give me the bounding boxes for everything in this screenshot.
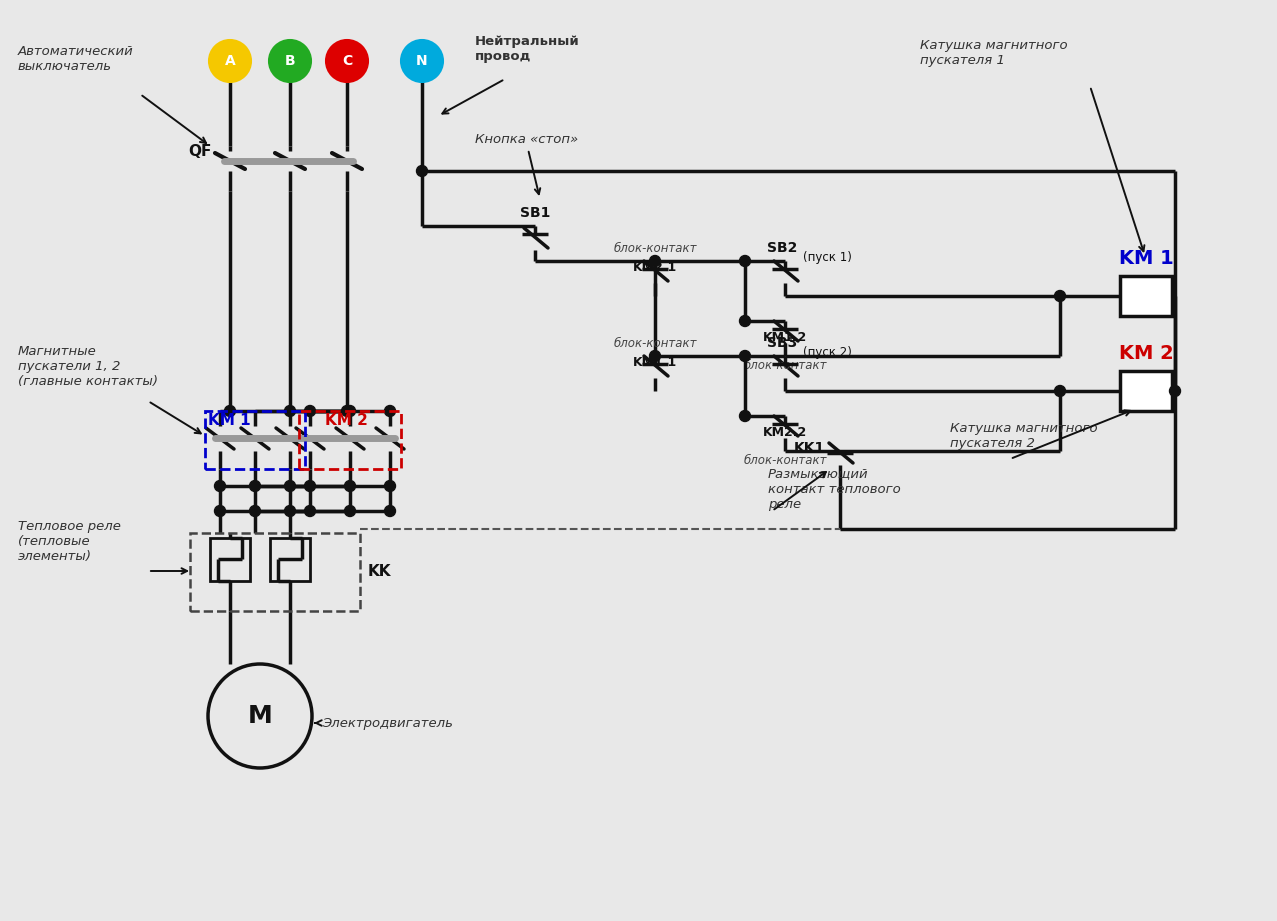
Circle shape bbox=[1055, 386, 1065, 397]
Text: KM 2: KM 2 bbox=[326, 413, 368, 428]
Circle shape bbox=[401, 40, 443, 82]
Circle shape bbox=[269, 40, 312, 82]
Text: KM1.1: KM1.1 bbox=[633, 356, 677, 369]
Circle shape bbox=[739, 316, 751, 327]
Circle shape bbox=[384, 506, 396, 517]
Circle shape bbox=[416, 166, 428, 177]
Text: KM 1: KM 1 bbox=[208, 413, 250, 428]
Text: KM2.1: KM2.1 bbox=[633, 261, 677, 274]
Circle shape bbox=[326, 40, 368, 82]
Circle shape bbox=[345, 506, 355, 517]
Circle shape bbox=[285, 506, 295, 517]
Text: SB1: SB1 bbox=[520, 206, 550, 220]
Circle shape bbox=[345, 481, 355, 492]
Circle shape bbox=[285, 481, 295, 492]
Circle shape bbox=[341, 405, 352, 416]
Circle shape bbox=[215, 481, 226, 492]
Circle shape bbox=[1170, 386, 1180, 397]
Text: Размыкающий
контакт теплового
реле: Размыкающий контакт теплового реле bbox=[767, 468, 900, 510]
Text: Магнитные
пускатели 1, 2
(главные контакты): Магнитные пускатели 1, 2 (главные контак… bbox=[18, 344, 158, 388]
Text: блок-контакт: блок-контакт bbox=[743, 454, 826, 467]
Circle shape bbox=[304, 506, 315, 517]
Text: Автоматический
выключатель: Автоматический выключатель bbox=[18, 45, 134, 73]
Circle shape bbox=[1055, 290, 1065, 301]
Text: A: A bbox=[225, 54, 235, 68]
Circle shape bbox=[345, 405, 355, 416]
Circle shape bbox=[215, 506, 226, 517]
Text: Катушка магнитного
пускателя 1: Катушка магнитного пускателя 1 bbox=[919, 39, 1068, 67]
Bar bbox=[209, 538, 250, 581]
Bar bbox=[190, 533, 360, 611]
Text: блок-контакт: блок-контакт bbox=[613, 242, 697, 255]
Circle shape bbox=[650, 255, 660, 266]
Circle shape bbox=[384, 405, 396, 416]
Circle shape bbox=[650, 351, 660, 362]
Text: Электродвигатель: Электродвигатель bbox=[322, 717, 453, 729]
Text: SB3: SB3 bbox=[767, 336, 797, 350]
Bar bbox=[299, 411, 401, 469]
Text: KK: KK bbox=[368, 564, 392, 578]
Text: Кнопка «стоп»: Кнопка «стоп» bbox=[475, 133, 578, 146]
Text: блок-контакт: блок-контакт bbox=[613, 337, 697, 350]
Circle shape bbox=[285, 405, 295, 416]
Text: KM 2: KM 2 bbox=[1119, 344, 1174, 363]
Text: KK1: KK1 bbox=[794, 441, 825, 455]
Bar bbox=[1120, 276, 1172, 316]
Circle shape bbox=[249, 506, 261, 517]
Circle shape bbox=[739, 255, 751, 266]
Text: Катушка магнитного
пускателя 2: Катушка магнитного пускателя 2 bbox=[950, 422, 1098, 450]
Text: B: B bbox=[285, 54, 295, 68]
Text: SB2: SB2 bbox=[766, 241, 797, 255]
Text: QF: QF bbox=[189, 144, 212, 158]
Bar bbox=[1120, 371, 1172, 411]
Circle shape bbox=[225, 405, 235, 416]
Circle shape bbox=[304, 405, 315, 416]
Text: KM 1: KM 1 bbox=[1119, 249, 1174, 268]
Text: Тепловое реле
(тепловые
элементы): Тепловое реле (тепловые элементы) bbox=[18, 519, 121, 563]
Text: N: N bbox=[416, 54, 428, 68]
Circle shape bbox=[739, 351, 751, 362]
Text: Нейтральный
провод: Нейтральный провод bbox=[475, 35, 580, 63]
Circle shape bbox=[304, 481, 315, 492]
Bar bbox=[206, 411, 305, 469]
Text: KM1.2: KM1.2 bbox=[762, 331, 807, 344]
Text: M: M bbox=[248, 704, 272, 728]
Text: C: C bbox=[342, 54, 352, 68]
Bar bbox=[269, 538, 310, 581]
Text: (пуск 1): (пуск 1) bbox=[803, 251, 852, 263]
Circle shape bbox=[209, 40, 252, 82]
Text: блок-контакт: блок-контакт bbox=[743, 359, 826, 372]
Circle shape bbox=[249, 481, 261, 492]
Circle shape bbox=[384, 481, 396, 492]
Text: (пуск 2): (пуск 2) bbox=[803, 345, 852, 358]
Circle shape bbox=[739, 411, 751, 422]
Text: KM2.2: KM2.2 bbox=[762, 426, 807, 439]
